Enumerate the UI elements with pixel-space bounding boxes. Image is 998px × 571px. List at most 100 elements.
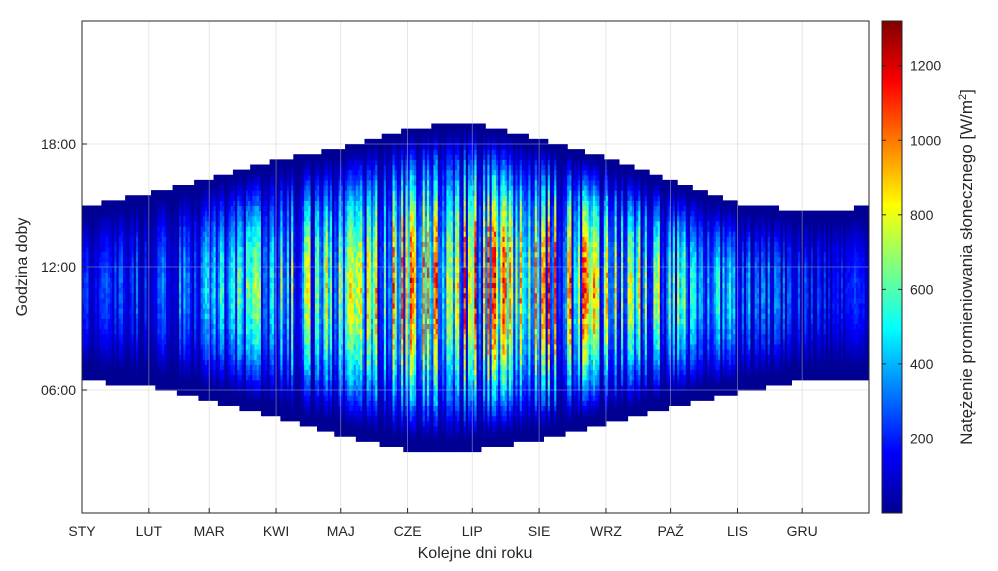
- heatmap-cell: [125, 318, 128, 324]
- heatmap-cell: [107, 302, 111, 309]
- heatmap-cell: [84, 205, 87, 212]
- heatmap-cell: [112, 282, 115, 289]
- heatmap-cell: [110, 292, 113, 299]
- heatmap-cell: [120, 369, 124, 376]
- heatmap-cell: [103, 343, 107, 350]
- heatmap-cell: [181, 205, 184, 212]
- heatmap-cell: [116, 200, 120, 207]
- heatmap-cell: [176, 338, 180, 345]
- heatmap-cell: [99, 261, 103, 268]
- heatmap-cell: [133, 364, 137, 371]
- heatmap-cell: [122, 369, 126, 376]
- heatmap-cell: [159, 379, 163, 386]
- heatmap-cell: [148, 328, 152, 335]
- heatmap-cell: [107, 205, 111, 212]
- heatmap-cell: [155, 359, 159, 365]
- heatmap-cell: [125, 200, 128, 207]
- heatmap-cell: [157, 338, 161, 345]
- heatmap-cell: [133, 272, 137, 278]
- heatmap-cell: [129, 333, 133, 340]
- heatmap-cell: [107, 364, 111, 371]
- heatmap-cell: [84, 333, 87, 340]
- heatmap-cell: [82, 226, 85, 232]
- heatmap-cell: [144, 226, 148, 232]
- heatmap-cell: [101, 302, 105, 309]
- heatmap-cell: [120, 318, 124, 324]
- heatmap-cell: [146, 338, 150, 345]
- heatmap-cell: [166, 343, 169, 350]
- heatmap-cell: [174, 215, 178, 222]
- heatmap-cell: [174, 354, 178, 360]
- heatmap-cell: [122, 200, 126, 207]
- heatmap-cell: [101, 343, 105, 350]
- heatmap-cell: [135, 374, 139, 381]
- heatmap-cell: [140, 287, 143, 294]
- heatmap-cell: [138, 205, 141, 212]
- heatmap-cell: [112, 200, 115, 207]
- heatmap-cell: [112, 359, 115, 365]
- heatmap-cell: [90, 343, 94, 350]
- heatmap-cell: [99, 256, 103, 263]
- heatmap-cell: [153, 343, 156, 350]
- heatmap-cell: [114, 261, 118, 268]
- heatmap-day-column: [127, 195, 131, 386]
- heatmap-cell: [157, 302, 161, 309]
- heatmap-cell: [86, 359, 90, 365]
- heatmap-cell: [107, 231, 111, 237]
- heatmap-cell: [118, 215, 122, 222]
- heatmap-cell: [112, 354, 115, 360]
- heatmap-cell: [172, 292, 176, 299]
- heatmap-cell: [181, 302, 184, 309]
- heatmap-cell: [84, 343, 87, 350]
- heatmap-cell: [99, 236, 103, 242]
- heatmap-cell: [168, 200, 172, 207]
- heatmap-cell: [144, 282, 148, 289]
- heatmap-cell: [125, 231, 128, 237]
- heatmap-cell: [163, 200, 167, 207]
- heatmap-cell: [174, 297, 178, 304]
- heatmap-cell: [97, 220, 100, 227]
- heatmap-cell: [122, 302, 126, 309]
- heatmap-cell: [155, 195, 159, 201]
- heatmap-cell: [163, 374, 167, 381]
- heatmap-cell: [112, 364, 115, 371]
- heatmap-cell: [116, 333, 120, 340]
- heatmap-day-column: [153, 190, 156, 386]
- heatmap-cell: [99, 287, 103, 294]
- heatmap-cell: [92, 302, 96, 309]
- heatmap-cell: [110, 210, 113, 217]
- heatmap-cell: [131, 236, 135, 242]
- heatmap-cell: [133, 369, 137, 376]
- heatmap-cell: [127, 364, 131, 371]
- heatmap-cell: [176, 277, 180, 283]
- heatmap-cell: [179, 308, 182, 314]
- heatmap-cell: [146, 374, 150, 381]
- heatmap-cell: [179, 246, 182, 253]
- heatmap-cell: [86, 333, 90, 340]
- heatmap-cell: [133, 343, 137, 350]
- heatmap-cell: [151, 318, 154, 324]
- heatmap-cell: [122, 256, 126, 263]
- heatmap-cell: [92, 369, 96, 376]
- heatmap-cell: [88, 323, 92, 330]
- heatmap-cell: [82, 369, 85, 376]
- heatmap-day-column: [166, 190, 169, 391]
- heatmap-cell: [105, 374, 109, 381]
- heatmap-day-column: [88, 205, 92, 381]
- heatmap-cell: [144, 205, 148, 212]
- heatmap-cell: [153, 328, 156, 335]
- heatmap-cell: [112, 236, 115, 242]
- heatmap-cell: [163, 354, 167, 360]
- heatmap-cell: [170, 354, 174, 360]
- heatmap-cell: [116, 379, 120, 386]
- heatmap-cell: [172, 308, 176, 314]
- heatmap-cell: [176, 364, 180, 371]
- heatmap-cell: [170, 349, 174, 355]
- heatmap-cell: [90, 287, 94, 294]
- heatmap-cell: [163, 287, 167, 294]
- heatmap-cell: [120, 200, 124, 207]
- heatmap-cell: [125, 246, 128, 253]
- heatmap-cell: [138, 297, 141, 304]
- heatmap-cell: [84, 220, 87, 227]
- heatmap-cell: [157, 364, 161, 371]
